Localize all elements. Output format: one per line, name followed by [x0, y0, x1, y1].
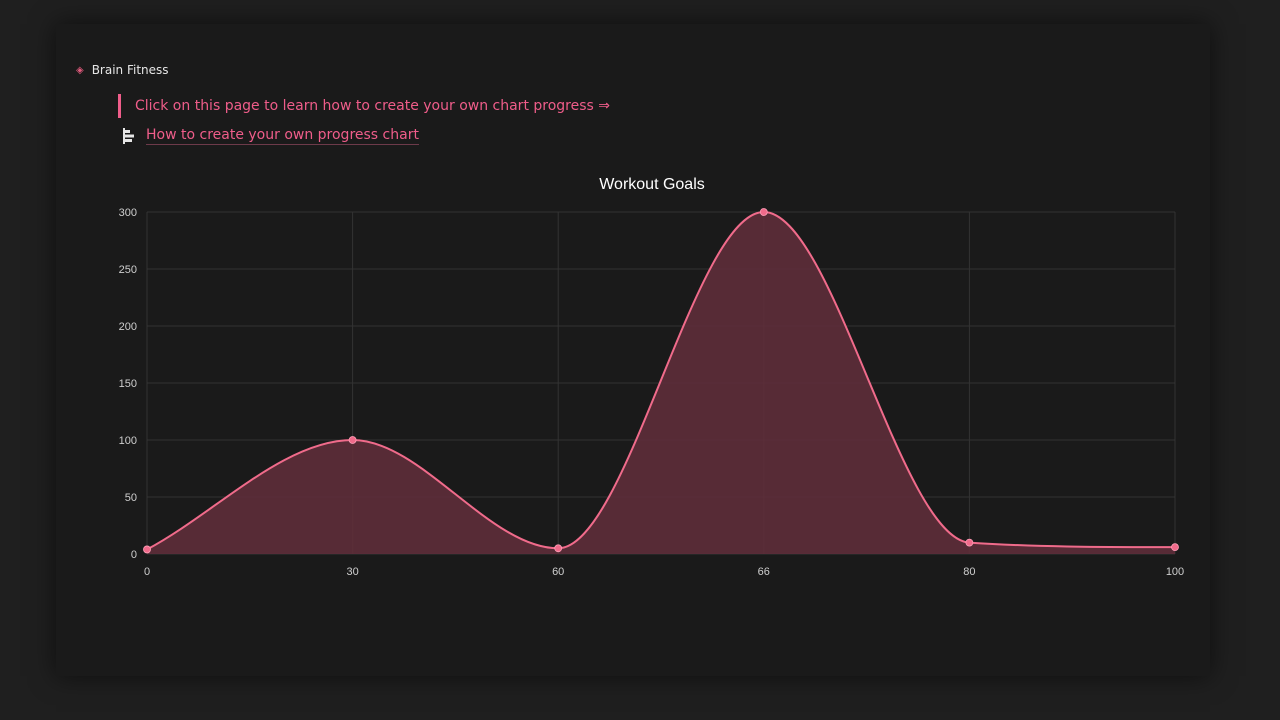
- y-tick-label: 0: [131, 549, 137, 561]
- data-point[interactable]: [965, 538, 974, 547]
- page-link[interactable]: How to create your own progress chart: [122, 127, 419, 145]
- y-tick-label: 300: [119, 207, 137, 219]
- callout[interactable]: Click on this page to learn how to creat…: [118, 94, 610, 118]
- breadcrumb-label: Brain Fitness: [91, 63, 169, 77]
- chart-points-layer: [143, 208, 1179, 554]
- data-point[interactable]: [1171, 543, 1179, 552]
- x-tick-label: 0: [144, 566, 150, 578]
- x-tick-label: 100: [1166, 566, 1184, 578]
- data-point[interactable]: [554, 544, 563, 553]
- y-tick-label: 100: [119, 435, 137, 447]
- y-tick-label: 200: [119, 321, 137, 333]
- series-area-fill: [147, 212, 1175, 554]
- data-point[interactable]: [348, 436, 357, 444]
- callout-text: Click on this page to learn how to creat…: [135, 98, 610, 114]
- brain-icon: ◈: [76, 64, 84, 76]
- page-link-label: How to create your own progress chart: [146, 127, 419, 145]
- y-tick-label: 150: [119, 378, 137, 390]
- x-tick-label: 66: [758, 566, 770, 578]
- data-point[interactable]: [143, 545, 151, 554]
- y-tick-label: 50: [125, 492, 137, 504]
- y-tick-label: 250: [119, 264, 137, 276]
- chart-ticks-layer: 0 50 100 150 200 250 300 0 30 60 66 80 100: [119, 207, 1185, 578]
- x-tick-label: 30: [346, 566, 358, 578]
- chart-title: Workout Goals: [599, 176, 705, 193]
- page-panel: ◈ Brain Fitness Click on this page to le…: [56, 24, 1210, 676]
- data-point[interactable]: [759, 208, 768, 216]
- x-tick-label: 80: [963, 566, 975, 578]
- chart-page-icon: [123, 128, 134, 144]
- breadcrumb[interactable]: ◈ Brain Fitness: [76, 63, 169, 77]
- x-tick-label: 60: [552, 566, 564, 578]
